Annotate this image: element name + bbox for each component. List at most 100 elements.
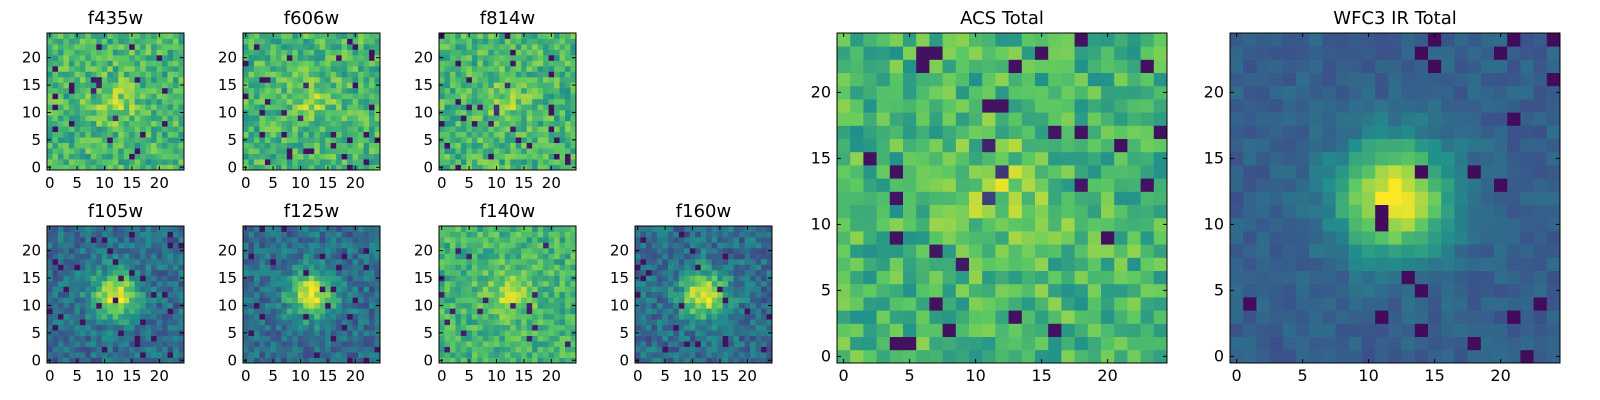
- heatmap-cell: [755, 253, 762, 260]
- heatmap-cell: [570, 131, 577, 138]
- heatmap-cell: [559, 258, 566, 265]
- heatmap-cell: [667, 302, 674, 309]
- heatmap-cell: [1021, 191, 1036, 205]
- heatmap-cell: [488, 258, 495, 265]
- heatmap-cell: [455, 137, 462, 143]
- heatmap-cell: [1074, 178, 1089, 192]
- heatmap-cell: [695, 313, 702, 320]
- heatmap-cell: [554, 153, 560, 160]
- heatmap-cell: [942, 349, 957, 364]
- heatmap-cell: [369, 137, 375, 143]
- heatmap-cell: [929, 310, 943, 324]
- heatmap-cell: [286, 93, 293, 100]
- heatmap-cell: [140, 280, 147, 287]
- heatmap-cell: [145, 71, 152, 78]
- heatmap-cell: [281, 159, 288, 165]
- heatmap-cell: [521, 231, 528, 238]
- heatmap-cell: [112, 71, 119, 78]
- heatmap-cell: [352, 324, 359, 331]
- heatmap-cell: [521, 280, 528, 287]
- heatmap-cell: [554, 87, 560, 94]
- heatmap-cell: [325, 236, 332, 243]
- heatmap-cell: [482, 280, 489, 287]
- heatmap-cell: [570, 280, 577, 287]
- heatmap-cell: [96, 93, 103, 100]
- heatmap-cell: [510, 357, 517, 364]
- heatmap-cell: [140, 247, 147, 254]
- heatmap-cell: [455, 164, 462, 171]
- heatmap-cell: [493, 242, 500, 249]
- heatmap-cell: [275, 269, 282, 276]
- heatmap-cell: [52, 352, 59, 358]
- heatmap-cell: [548, 253, 555, 260]
- heatmap-cell: [369, 247, 375, 254]
- heatmap-cell: [477, 104, 484, 111]
- heatmap-cell: [499, 38, 506, 45]
- heatmap-cell: [739, 357, 745, 364]
- heatmap-cell: [482, 231, 489, 238]
- heatmap-cell: [303, 87, 310, 94]
- heatmap-cell: [286, 346, 293, 353]
- heatmap-cell: [460, 280, 467, 287]
- heatmap-cell: [101, 60, 108, 67]
- heatmap-cell: [63, 324, 70, 331]
- heatmap-cell: [314, 253, 321, 260]
- heatmap-cell: [667, 242, 674, 249]
- heatmap-cell: [722, 226, 729, 232]
- heatmap-cell: [510, 164, 517, 171]
- heatmap-cell: [253, 286, 260, 293]
- heatmap-cell: [755, 291, 762, 298]
- heatmap-cell: [482, 120, 489, 127]
- heatmap-cell: [319, 43, 326, 50]
- heatmap-cell: [559, 87, 566, 94]
- heatmap-cell: [101, 236, 108, 243]
- heatmap-cell: [330, 159, 337, 165]
- heatmap-cell: [493, 65, 500, 72]
- heatmap-cell: [358, 319, 364, 326]
- heatmap-cell: [645, 231, 652, 238]
- heatmap-cell: [460, 38, 467, 45]
- heatmap-cell: [1035, 257, 1049, 271]
- heatmap-cell: [319, 302, 326, 309]
- heatmap-cell: [369, 60, 375, 67]
- heatmap-cell: [308, 164, 315, 171]
- heatmap-cell: [253, 153, 260, 160]
- heatmap-cell: [134, 335, 141, 342]
- heatmap-cell: [995, 217, 1009, 232]
- heatmap-cell: [264, 87, 271, 94]
- heatmap-cell: [750, 247, 756, 254]
- heatmap-cell: [341, 264, 348, 271]
- heatmap-cell: [570, 335, 577, 342]
- heatmap-cell: [656, 308, 663, 315]
- heatmap-cell: [651, 319, 658, 326]
- heatmap-cell: [559, 49, 566, 56]
- heatmap-cell: [118, 313, 125, 320]
- heatmap-cell: [363, 297, 370, 304]
- heatmap-cell: [543, 38, 549, 45]
- heatmap-cell: [1101, 323, 1115, 337]
- heatmap-cell: [358, 148, 364, 154]
- heatmap-cell: [488, 137, 495, 143]
- heatmap-cell: [363, 33, 370, 39]
- heatmap-cell: [243, 98, 249, 105]
- heatmap-cell: [129, 104, 136, 111]
- heatmap-cell: [515, 142, 522, 149]
- heatmap-cell: [942, 257, 957, 271]
- heatmap-cell: [667, 269, 674, 276]
- heatmap-cell: [129, 131, 136, 138]
- heatmap-cell: [264, 60, 271, 67]
- heatmap-cell: [706, 242, 713, 249]
- heatmap-cell: [863, 165, 877, 179]
- heatmap-cells: [47, 226, 185, 364]
- heatmap-cell: [477, 38, 484, 45]
- heatmap-cell: [52, 153, 59, 160]
- heatmap-cell: [79, 280, 86, 287]
- heatmap-cell: [259, 142, 266, 149]
- heatmap-cell: [96, 148, 103, 154]
- heatmap-cell: [253, 253, 260, 260]
- x-tick-label: 0: [45, 174, 55, 192]
- heatmap-cell: [521, 82, 528, 89]
- heatmap-cell: [330, 330, 337, 336]
- heatmap-cell: [504, 357, 511, 364]
- heatmap-cell: [173, 275, 179, 282]
